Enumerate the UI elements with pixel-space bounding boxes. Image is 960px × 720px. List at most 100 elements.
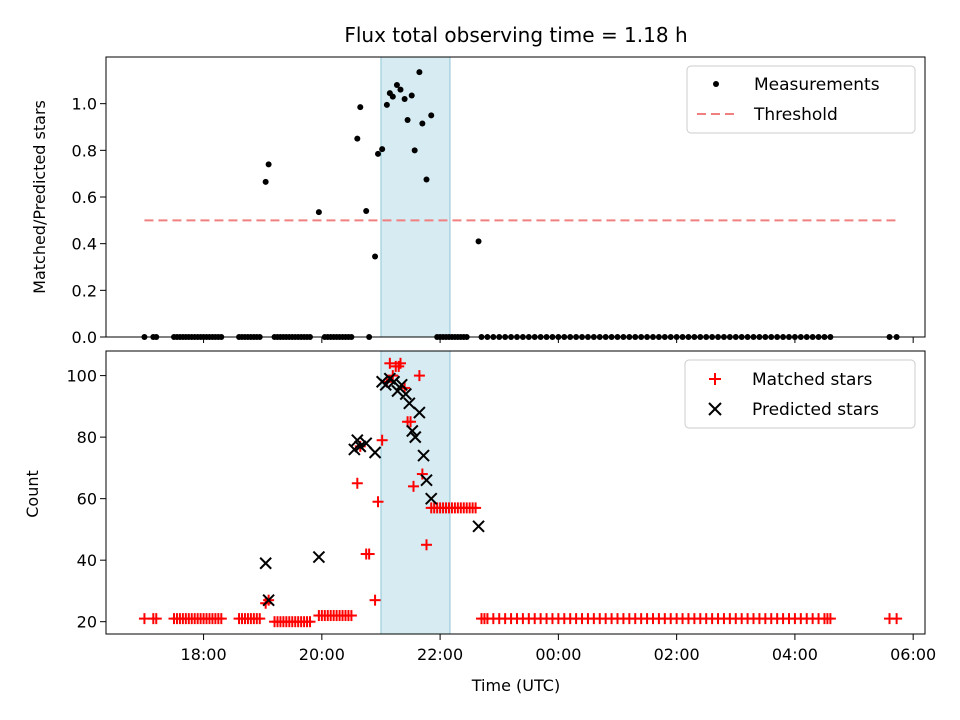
matched-point bbox=[407, 480, 419, 492]
measurement-point bbox=[419, 120, 426, 127]
predicted-point bbox=[395, 378, 408, 392]
top-x-ticks bbox=[203, 337, 914, 343]
predicted-point bbox=[417, 449, 430, 462]
measurement-point bbox=[389, 93, 396, 100]
xtick-label: 18:00 bbox=[181, 645, 227, 664]
matched-point bbox=[150, 613, 162, 625]
matched-point bbox=[413, 370, 425, 382]
matched-point bbox=[369, 594, 381, 606]
xtick-label: 04:00 bbox=[772, 645, 818, 664]
measurement-point bbox=[428, 112, 435, 119]
legend-label-threshold: Threshold bbox=[753, 105, 838, 125]
matched-point bbox=[824, 613, 836, 625]
predicted-point bbox=[262, 593, 275, 607]
matched-point bbox=[384, 357, 396, 369]
xtick-label: 20:00 bbox=[299, 645, 345, 664]
xtick-label: 22:00 bbox=[417, 645, 463, 664]
predicted-point bbox=[413, 406, 426, 419]
bottom-panel: 20 40 60 80 100 18:00 20:00 22:00 00:00 02:00 04:… bbox=[23, 350, 936, 695]
legend-label-predicted: Predicted stars bbox=[752, 400, 879, 420]
measurement-point bbox=[393, 82, 400, 88]
matched-point bbox=[372, 496, 384, 508]
top-ytick-label: 0.2 bbox=[72, 281, 97, 300]
measurement-point bbox=[416, 69, 423, 76]
legend-label-measurements: Measurements bbox=[754, 75, 880, 95]
predicted-points bbox=[259, 372, 485, 607]
measurement-point bbox=[262, 178, 269, 185]
xtick-label: 02:00 bbox=[654, 645, 700, 664]
measurement-point bbox=[357, 104, 364, 111]
top-axes-frame bbox=[105, 56, 926, 338]
matched-point bbox=[304, 616, 316, 628]
xtick-label: 00:00 bbox=[535, 645, 581, 664]
predicted-point bbox=[368, 446, 382, 459]
measurement-point bbox=[372, 253, 379, 260]
matched-point bbox=[351, 477, 363, 489]
measurement-point bbox=[423, 176, 430, 183]
predicted-point bbox=[472, 520, 485, 533]
matched-point bbox=[421, 539, 433, 551]
predicted-point bbox=[409, 430, 422, 444]
predicted-point bbox=[403, 397, 416, 410]
bot-ytick-label: 40 bbox=[77, 551, 97, 570]
predicted-point bbox=[312, 550, 326, 564]
top-ytick-label: 0.6 bbox=[72, 188, 97, 207]
predicted-point bbox=[387, 375, 401, 388]
top-legend-box bbox=[686, 65, 916, 134]
matched-point bbox=[376, 434, 388, 446]
predicted-point bbox=[379, 378, 392, 392]
matched-point bbox=[470, 502, 482, 514]
bottom-legend: Matched stars Predicted stars bbox=[684, 359, 916, 429]
legend-marker-measurements bbox=[713, 81, 719, 87]
top-ytick-label: 0.0 bbox=[72, 328, 97, 347]
measurement-point bbox=[315, 209, 322, 216]
matched-point bbox=[891, 613, 903, 625]
measurement-point bbox=[397, 86, 404, 93]
bottom-highlight-span bbox=[380, 350, 451, 635]
measurement-point bbox=[265, 161, 272, 168]
top-highlight-span bbox=[380, 56, 451, 338]
measurement-point bbox=[475, 238, 482, 245]
bot-ytick-label: 100 bbox=[66, 367, 97, 386]
bottom-y-axis-label: Count bbox=[23, 470, 42, 518]
bottom-y-ticks: 20 40 60 80 100 bbox=[66, 367, 106, 632]
top-panel: 0.0 0.2 0.4 0.6 0.8 1.0 Flux total observing … bbox=[30, 23, 926, 347]
bottom-axes-frame bbox=[105, 350, 926, 635]
legend-label-matched: Matched stars bbox=[752, 370, 872, 390]
matched-point bbox=[416, 468, 428, 480]
measurement-point bbox=[354, 135, 361, 142]
top-ytick-label: 1.0 bbox=[72, 95, 97, 114]
legend-marker-predicted bbox=[708, 402, 722, 416]
predicted-point bbox=[348, 443, 361, 456]
matched-point bbox=[363, 548, 375, 560]
measurement-point bbox=[375, 150, 382, 157]
predicted-point bbox=[391, 384, 404, 398]
measurement-point bbox=[379, 146, 386, 153]
bottom-legend-box bbox=[684, 359, 916, 429]
matched-point bbox=[394, 357, 406, 369]
predicted-point bbox=[351, 433, 364, 447]
top-y-axis-label: Matched/Predicted stars bbox=[30, 100, 49, 294]
predicted-point bbox=[425, 492, 438, 505]
predicted-point bbox=[406, 424, 419, 438]
measurement-point bbox=[363, 208, 370, 214]
bot-ytick-label: 60 bbox=[77, 490, 97, 509]
predicted-point bbox=[354, 440, 367, 453]
x-axis-label: Time (UTC) bbox=[471, 676, 560, 695]
bot-ytick-label: 20 bbox=[77, 613, 97, 632]
measurement-point bbox=[404, 117, 411, 123]
top-ytick-label: 0.8 bbox=[72, 141, 97, 160]
xtick-label: 06:00 bbox=[890, 645, 936, 664]
predicted-point bbox=[399, 387, 413, 401]
top-ytick-label: 0.4 bbox=[72, 235, 97, 254]
measurement-point bbox=[401, 96, 408, 102]
matched-point bbox=[215, 613, 227, 625]
bot-ytick-label: 80 bbox=[77, 428, 97, 447]
predicted-point bbox=[420, 473, 433, 487]
measurement-point bbox=[408, 92, 415, 99]
top-y-ticks: 0.0 0.2 0.4 0.6 0.8 1.0 bbox=[72, 95, 106, 347]
measurement-point bbox=[383, 101, 390, 108]
legend-marker-matched bbox=[709, 373, 721, 385]
